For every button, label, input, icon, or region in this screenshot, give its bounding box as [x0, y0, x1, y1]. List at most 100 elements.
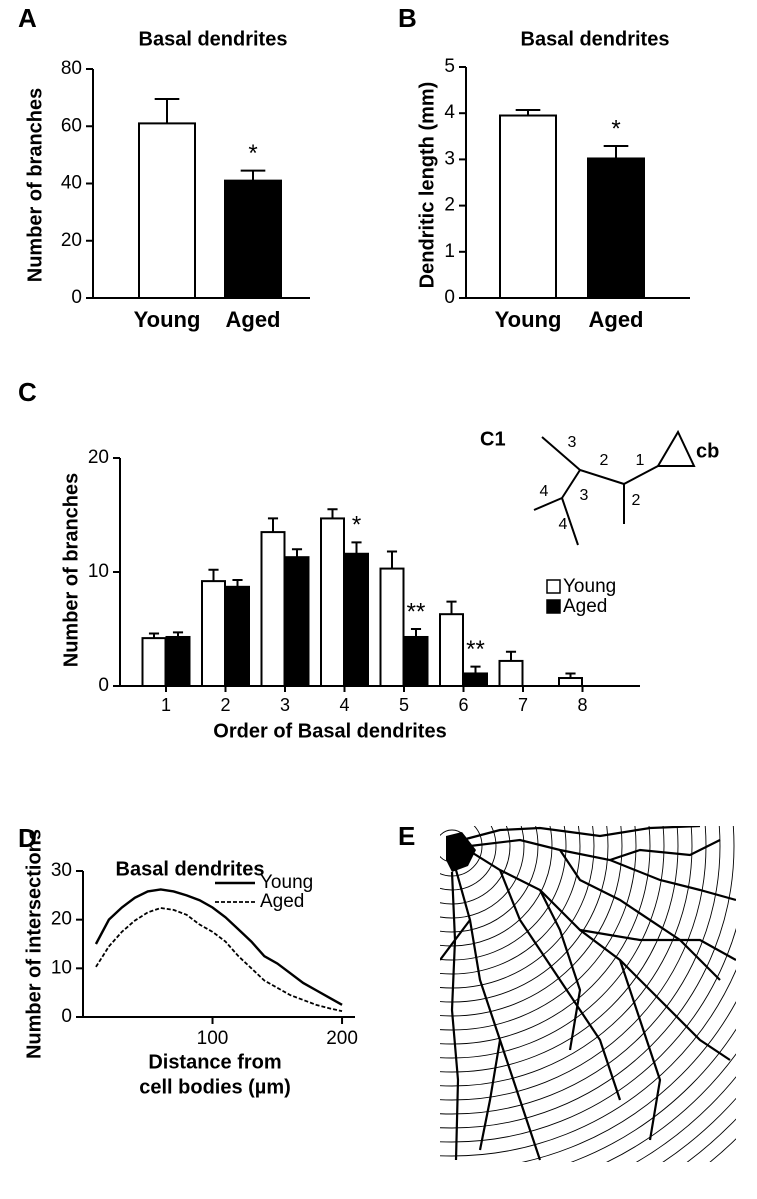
- x-tick-label: 6: [458, 695, 468, 715]
- y-tick-label: 0: [98, 675, 109, 696]
- legend-label: Young: [260, 872, 313, 893]
- legend-label: Young: [563, 576, 616, 597]
- branch-order: 2: [632, 492, 641, 509]
- x-tick-label: 4: [339, 695, 349, 715]
- error-bar: [327, 508, 338, 519]
- x-tick-label: 3: [280, 695, 290, 715]
- error-bar: [386, 550, 398, 569]
- y-tick-label: 20: [51, 909, 72, 930]
- ring: [440, 826, 567, 961]
- dendrite: [609, 839, 721, 862]
- dendrite: [450, 871, 460, 1161]
- bar: [201, 580, 226, 687]
- branch-diagram: [533, 436, 659, 546]
- ring: [440, 826, 539, 933]
- panel-label: E: [398, 821, 415, 851]
- ring: [440, 826, 651, 1045]
- dendrite: [498, 869, 622, 1101]
- error-bar: [208, 568, 219, 582]
- ring: [440, 826, 525, 919]
- y-tick-label: 5: [444, 56, 455, 77]
- error-bar: [240, 169, 266, 181]
- y-tick-label: 20: [61, 230, 82, 251]
- branch-order: 1: [636, 452, 645, 469]
- error-bar: [505, 650, 517, 661]
- y-tick-label: 10: [88, 561, 109, 582]
- ring: [440, 826, 637, 1031]
- y-axis-label: Number of intersections: [23, 829, 45, 1059]
- y-tick-label: 1: [444, 241, 455, 262]
- x-axis-label: cell bodies (µm): [139, 1076, 291, 1098]
- ring: [440, 826, 693, 1087]
- branch-order: 3: [568, 434, 577, 451]
- chart-title: Basal dendrites: [139, 28, 288, 50]
- bar: [320, 517, 345, 687]
- legend-swatch: [546, 599, 561, 614]
- x-tick-label: 2: [220, 695, 230, 715]
- error-bar: [267, 517, 279, 533]
- y-axis-label: Number of branches: [24, 88, 46, 282]
- y-tick-label: 60: [61, 115, 82, 136]
- dendrite: [539, 889, 582, 1051]
- error-bar: [154, 98, 180, 124]
- dendrite: [579, 928, 736, 961]
- y-axis-label: Dendritic length (mm): [416, 82, 438, 289]
- bar: [138, 122, 196, 299]
- y-tick-label: 0: [444, 287, 455, 308]
- bar: [403, 635, 429, 687]
- error-bar: [603, 145, 629, 159]
- y-tick-label: 40: [61, 173, 82, 194]
- dendrite: [559, 849, 721, 981]
- x-tick-label: 7: [518, 695, 528, 715]
- y-tick-label: 80: [61, 58, 82, 79]
- bar: [224, 179, 282, 299]
- bar: [499, 114, 557, 300]
- error-bar: [291, 548, 303, 558]
- chart-title: Basal dendrites: [521, 28, 670, 50]
- soma-label: cb: [696, 440, 719, 462]
- bar: [141, 637, 167, 687]
- ring: [440, 826, 511, 905]
- significance: **: [466, 636, 485, 663]
- significance: *: [611, 115, 620, 142]
- bar: [260, 531, 286, 687]
- bar: [225, 585, 250, 688]
- x-axis-label: Distance from: [148, 1051, 281, 1073]
- significance: *: [352, 512, 361, 539]
- y-tick-label: 4: [444, 102, 455, 123]
- legend-label: Aged: [563, 596, 607, 617]
- y-tick-label: 10: [51, 957, 72, 978]
- dendrite: [440, 919, 471, 961]
- ring: [440, 826, 721, 1115]
- x-tick-label: 8: [577, 695, 587, 715]
- x-tick-label: 200: [326, 1028, 358, 1049]
- dendrite: [618, 959, 662, 1141]
- dendrite: [478, 1039, 502, 1151]
- branch-order: 4: [559, 516, 568, 533]
- dendrite: [461, 826, 701, 842]
- y-tick-label: 0: [61, 1006, 72, 1027]
- branch-order: 3: [580, 487, 589, 504]
- significance: **: [407, 598, 426, 625]
- legend-swatch: [546, 579, 561, 594]
- line: [95, 907, 343, 1013]
- bar: [344, 552, 369, 688]
- y-tick-label: 3: [444, 148, 455, 169]
- dendrite: [467, 849, 731, 1061]
- category-label: Young: [495, 307, 562, 332]
- x-tick-label: 5: [399, 695, 409, 715]
- dendrite: [454, 869, 542, 1161]
- panel-label: A: [18, 3, 37, 33]
- error-bar: [470, 665, 481, 674]
- bar: [558, 677, 583, 688]
- ring: [440, 826, 679, 1073]
- soma: [446, 832, 476, 872]
- y-tick-label: 0: [71, 287, 82, 308]
- branch-order: 2: [600, 452, 609, 469]
- y-axis-label: Number of branches: [60, 473, 82, 667]
- panel-label: B: [398, 3, 417, 33]
- y-tick-label: 20: [88, 447, 109, 468]
- error-bar: [446, 600, 457, 615]
- bar: [463, 672, 488, 688]
